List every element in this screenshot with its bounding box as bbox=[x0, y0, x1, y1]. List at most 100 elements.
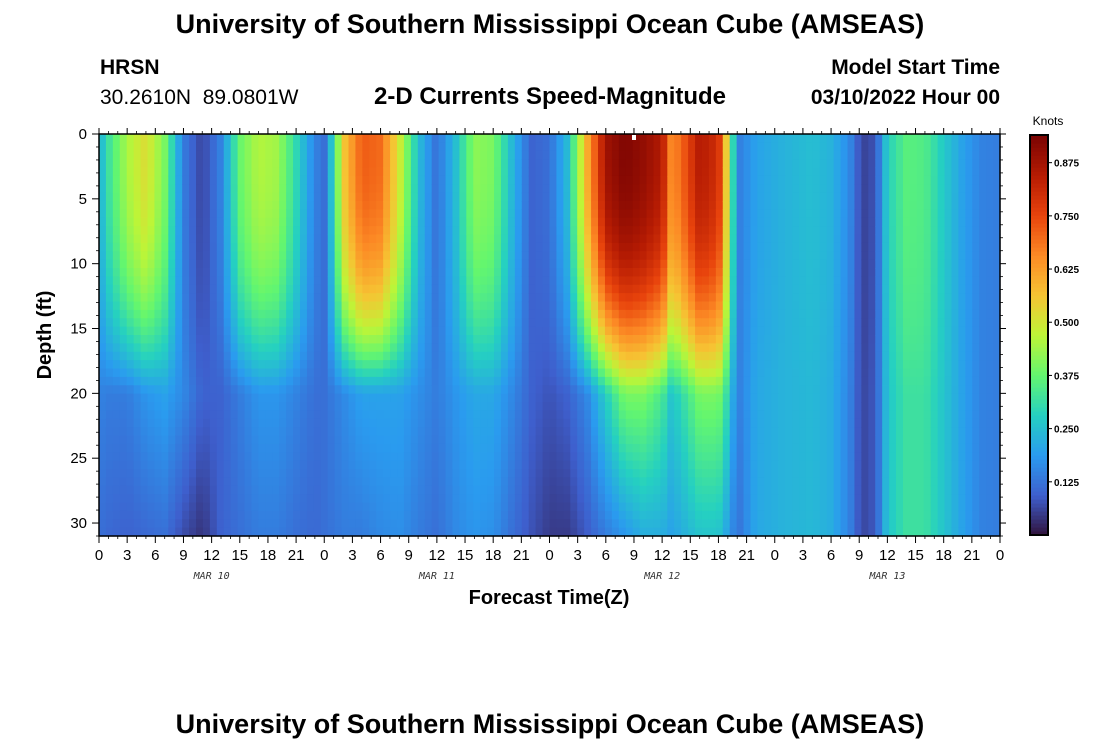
heatmap-cell bbox=[715, 351, 724, 361]
heatmap-cell bbox=[604, 452, 613, 462]
heatmap-cell bbox=[729, 259, 738, 269]
heatmap-cell bbox=[417, 477, 426, 487]
heatmap-cell bbox=[577, 385, 585, 395]
heatmap-cell bbox=[452, 360, 460, 370]
heatmap-cell bbox=[681, 159, 689, 169]
heatmap-cell bbox=[715, 276, 724, 286]
heatmap-cell bbox=[272, 452, 280, 462]
heatmap-cell bbox=[701, 427, 710, 437]
heatmap-cell bbox=[542, 142, 551, 152]
heatmap-cell bbox=[362, 527, 370, 537]
heatmap-cell bbox=[514, 217, 523, 227]
heatmap-cell bbox=[417, 276, 426, 286]
heatmap-cell bbox=[334, 385, 343, 395]
heatmap-cell bbox=[209, 159, 218, 169]
heatmap-cell bbox=[383, 519, 391, 529]
heatmap-cell bbox=[764, 410, 772, 420]
heatmap-cell bbox=[778, 150, 786, 160]
heatmap-cell bbox=[598, 159, 606, 169]
heatmap-cell bbox=[272, 502, 280, 512]
heatmap-cell bbox=[480, 343, 488, 353]
heatmap-cell bbox=[431, 134, 440, 143]
heatmap-cell bbox=[237, 318, 246, 328]
heatmap-cell bbox=[147, 276, 156, 286]
heatmap-cell bbox=[778, 427, 786, 437]
heatmap-cell bbox=[431, 502, 440, 512]
heatmap-cell bbox=[445, 485, 454, 495]
heatmap-cell bbox=[397, 393, 405, 403]
heatmap-cell bbox=[611, 134, 620, 143]
heatmap-cell bbox=[799, 335, 807, 344]
heatmap-cell bbox=[147, 175, 156, 185]
heatmap-cell bbox=[175, 242, 183, 252]
heatmap-cell bbox=[598, 276, 606, 286]
heatmap-cell bbox=[757, 402, 765, 411]
heatmap-cell bbox=[618, 167, 627, 177]
heatmap-cell bbox=[99, 159, 107, 169]
heatmap-cell bbox=[251, 184, 260, 194]
heatmap-cell bbox=[750, 284, 759, 294]
heatmap-cell bbox=[528, 175, 537, 185]
heatmap-cell bbox=[570, 519, 578, 529]
heatmap-cell bbox=[799, 242, 807, 252]
heatmap-cell bbox=[764, 418, 772, 428]
heatmap-cell bbox=[293, 234, 301, 244]
heatmap-cell bbox=[591, 335, 599, 344]
heatmap-cell bbox=[653, 159, 661, 169]
heatmap-cell bbox=[320, 217, 329, 227]
heatmap-cell bbox=[660, 217, 668, 227]
heatmap-cell bbox=[681, 326, 689, 336]
heatmap-cell bbox=[175, 485, 183, 495]
heatmap-cell bbox=[362, 184, 370, 194]
heatmap-cell bbox=[286, 201, 294, 210]
heatmap-cell bbox=[764, 234, 772, 244]
heatmap-cell bbox=[473, 510, 481, 520]
heatmap-cell bbox=[487, 318, 495, 328]
heatmap-cell bbox=[556, 251, 564, 261]
heatmap-cell bbox=[542, 519, 551, 529]
heatmap-cell bbox=[189, 351, 197, 361]
heatmap-cell bbox=[799, 410, 807, 420]
heatmap-cell bbox=[168, 376, 176, 386]
heatmap-cell bbox=[230, 150, 239, 160]
heatmap-cell bbox=[348, 326, 357, 336]
heatmap-cell bbox=[604, 309, 613, 319]
heatmap-cell bbox=[133, 393, 142, 403]
heatmap-cell bbox=[521, 268, 530, 277]
heatmap-cell bbox=[743, 209, 752, 219]
heatmap-cell bbox=[681, 368, 689, 378]
heatmap-cell bbox=[161, 527, 169, 537]
heatmap-cell bbox=[507, 510, 516, 520]
heatmap-cell bbox=[99, 477, 107, 487]
heatmap-cell bbox=[632, 402, 641, 411]
heatmap-cell bbox=[466, 251, 474, 261]
heatmap-cell bbox=[154, 301, 162, 311]
heatmap-cell bbox=[189, 368, 197, 378]
heatmap-cell bbox=[570, 259, 578, 269]
heatmap-cell bbox=[251, 142, 260, 152]
heatmap-cell bbox=[598, 301, 606, 311]
heatmap-cell bbox=[507, 242, 516, 252]
heatmap-cell bbox=[507, 209, 516, 219]
heatmap-cell bbox=[175, 360, 183, 370]
heatmap-cell bbox=[258, 268, 266, 277]
heatmap-cell bbox=[660, 435, 668, 445]
heatmap-cell bbox=[487, 234, 495, 244]
heatmap-cell bbox=[473, 301, 481, 311]
heatmap-cell bbox=[286, 335, 294, 344]
heatmap-cell bbox=[376, 226, 384, 236]
heatmap-cell bbox=[403, 276, 412, 286]
heatmap-cell bbox=[147, 427, 156, 437]
heatmap-cell bbox=[701, 201, 710, 210]
heatmap-cell bbox=[743, 343, 752, 353]
heatmap-cell bbox=[535, 427, 544, 437]
heatmap-cell bbox=[535, 502, 544, 512]
heatmap-cell bbox=[535, 301, 544, 311]
heatmap-cell bbox=[244, 209, 253, 219]
heatmap-cell bbox=[688, 293, 696, 303]
heatmap-cell bbox=[147, 519, 156, 529]
heatmap-cell bbox=[272, 443, 280, 453]
heatmap-chart: 0 3 6 9 12 15 18 21 0 3 6 9 12 15 18 21 0 3 6 9 12 15 18 21 0 3 6 9… bbox=[34, 114, 1079, 609]
heatmap-cell bbox=[438, 435, 447, 445]
heatmap-cell bbox=[556, 452, 564, 462]
